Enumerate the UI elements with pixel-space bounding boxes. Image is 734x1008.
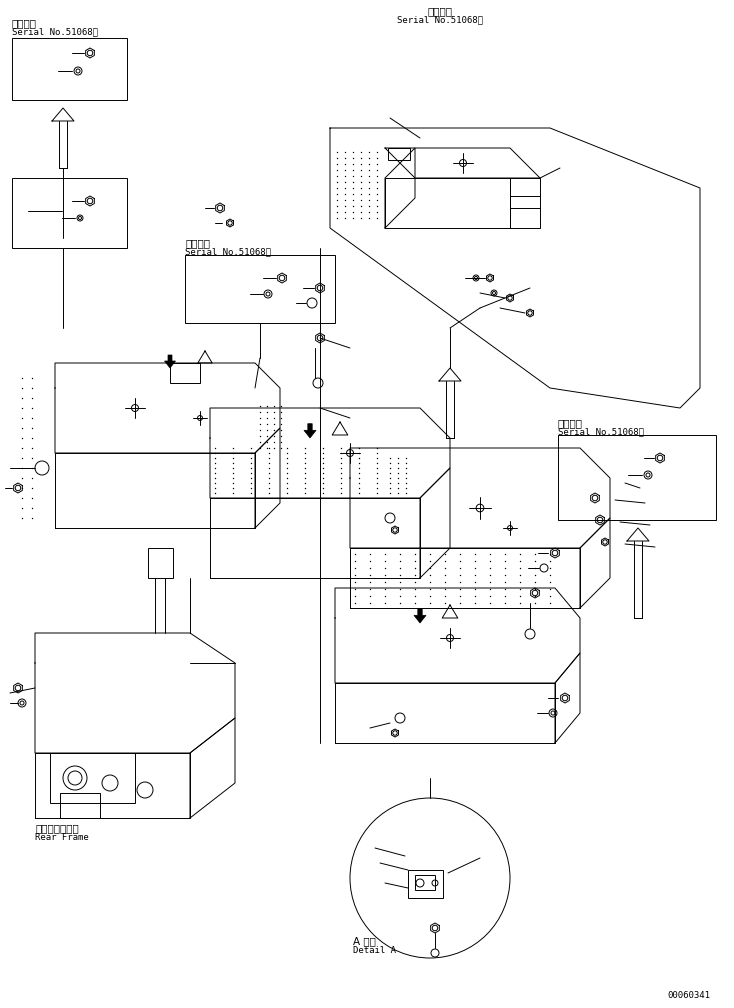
Bar xyxy=(50,753,135,803)
Bar xyxy=(408,870,443,898)
Polygon shape xyxy=(304,423,316,438)
Polygon shape xyxy=(164,355,175,368)
Text: Serial No.51068～: Serial No.51068～ xyxy=(558,427,644,436)
Bar xyxy=(170,363,200,383)
Text: A 詳細: A 詳細 xyxy=(353,936,376,946)
Text: 適用号機: 適用号機 xyxy=(12,18,37,28)
Text: Serial No.51068～: Serial No.51068～ xyxy=(185,247,271,256)
Polygon shape xyxy=(414,609,426,623)
Text: 00060341: 00060341 xyxy=(667,991,710,1000)
Text: 適用号機: 適用号機 xyxy=(185,238,210,248)
Text: Rear Frame: Rear Frame xyxy=(35,833,89,842)
Text: Detail A: Detail A xyxy=(353,946,396,955)
Bar xyxy=(148,548,173,578)
Text: Serial No.51068～: Serial No.51068～ xyxy=(397,15,483,24)
Text: Serial No.51068～: Serial No.51068～ xyxy=(12,27,98,36)
Bar xyxy=(12,38,127,100)
Text: 適用号機: 適用号機 xyxy=(427,6,452,16)
Bar xyxy=(60,793,100,818)
Bar xyxy=(388,148,410,160)
Bar xyxy=(185,255,335,323)
Text: 適用号機: 適用号機 xyxy=(558,418,583,428)
Bar xyxy=(415,875,435,890)
Text: リヤーフレーム: リヤーフレーム xyxy=(35,823,79,833)
Bar xyxy=(558,435,716,520)
Bar xyxy=(12,178,127,248)
